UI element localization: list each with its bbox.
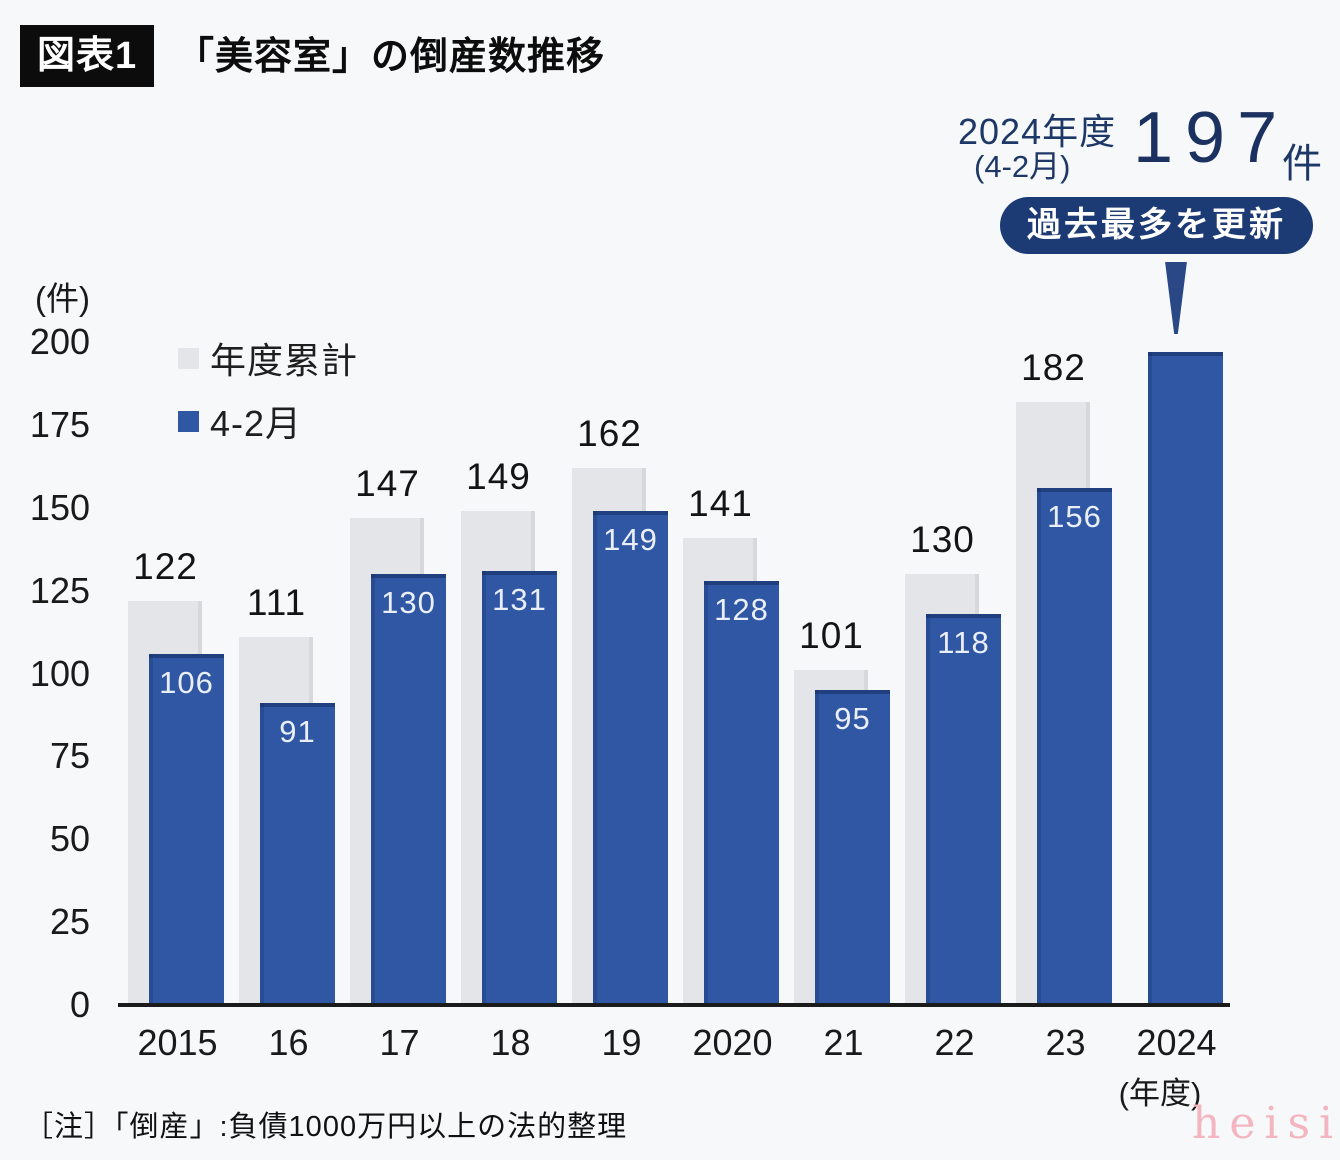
annotation-period-label: (4-2月) (974, 149, 1071, 184)
bar-group-16: 111 91 (233, 342, 344, 1005)
x-tick-label-23: 23 (1045, 1022, 1086, 1063)
bar-value-annual-2020: 141 (688, 482, 753, 524)
x-tick-label-16: 16 (268, 1022, 309, 1063)
x-tick-label-17: 17 (379, 1022, 420, 1063)
y-tick-label-75: 75 (49, 735, 90, 777)
y-tick-label-100: 100 (29, 652, 90, 694)
bar-group-2024 (1121, 342, 1232, 1005)
bar-value-april-feb-16: 91 (279, 714, 316, 750)
x-tick-label-19: 19 (601, 1022, 642, 1063)
legend-label-annual: 年度累計 (210, 340, 359, 381)
y-tick-label-125: 125 (29, 569, 90, 611)
x-tick-label-2024: 2024 (1136, 1022, 1217, 1063)
record-high-badge: 過去最多を更新 (1000, 197, 1313, 254)
annotation-unit: 件 (1282, 142, 1322, 186)
bar-april-feb-18 (482, 570, 557, 1005)
bar-group-18: 149 131 (455, 342, 566, 1005)
bar-value-annual-22: 130 (910, 519, 975, 561)
x-tick-label-2015: 2015 (137, 1022, 218, 1063)
bar-april-feb-21 (815, 690, 890, 1005)
figure-tag: 図表1 (20, 25, 155, 87)
bar-group-2015: 122 106 (122, 342, 233, 1005)
bar-april-feb-17 (371, 574, 446, 1005)
legend-swatch-annual (178, 347, 199, 369)
bar-value-april-feb-18: 131 (492, 581, 547, 617)
bar-value-annual-2015: 122 (133, 545, 198, 587)
bar-value-april-feb-19: 149 (603, 522, 658, 558)
x-tick-label-22: 22 (934, 1022, 975, 1063)
bar-value-april-feb-23: 156 (1047, 498, 1102, 534)
x-axis-baseline (118, 1003, 1230, 1007)
bar-group-2020: 141 128 (677, 342, 788, 1005)
x-axis: 2015 16 17 18 19 2020 21 22 23 2024 (122, 1022, 1232, 1066)
bar-group-21: 101 95 (788, 342, 899, 1005)
bar-value-april-feb-22: 118 (937, 624, 990, 660)
y-tick-label-150: 150 (29, 486, 90, 528)
bar-value-annual-16: 111 (246, 582, 307, 624)
figure-title: 「美容室」の倒産数推移 (176, 36, 606, 78)
bar-value-annual-17: 147 (355, 462, 420, 504)
bar-value-annual-18: 149 (466, 456, 531, 498)
bar-group-23: 182 156 (1010, 342, 1121, 1005)
y-tick-label-200: 200 (29, 321, 90, 362)
bar-april-feb-2024 (1148, 351, 1223, 1005)
bar-value-annual-19: 162 (577, 412, 642, 454)
bar-value-april-feb-21: 95 (834, 701, 871, 737)
footnote: ［注］「倒産」:負債1000万円以上の法的整理 (24, 1111, 628, 1143)
bar-value-april-feb-2020: 128 (714, 591, 769, 627)
legend-swatch-april-feb (178, 410, 199, 432)
x-tick-label-18: 18 (490, 1022, 531, 1063)
annotation-value: 197 (1133, 98, 1290, 178)
bar-group-19: 162 149 (566, 342, 677, 1005)
x-tick-label-21: 21 (823, 1022, 864, 1063)
y-tick-label-0: 0 (69, 984, 90, 1025)
y-axis-unit-label: (件) (35, 280, 90, 317)
bar-april-feb-2015 (149, 653, 224, 1005)
legend-item-april-feb: 4-2月 (178, 399, 302, 444)
x-tick-label-2020: 2020 (692, 1022, 773, 1063)
y-tick-label-50: 50 (49, 818, 90, 860)
bar-april-feb-2020 (704, 580, 779, 1005)
legend-label-april-feb: 4-2月 (210, 403, 303, 444)
bar-value-annual-21: 101 (799, 615, 864, 657)
annotation-year-label: 2024年度 (958, 111, 1117, 152)
plot-area: 122 106 111 91 147 130 149 131 162 149 141 128 101 95… (122, 342, 1232, 1005)
watermark: heisi (1192, 1098, 1340, 1149)
bar-april-feb-22 (926, 613, 1001, 1005)
bar-april-feb-23 (1037, 487, 1112, 1005)
bar-value-april-feb-2015: 106 (159, 664, 214, 700)
bar-value-annual-23: 182 (1021, 346, 1086, 388)
x-axis-unit-label: (年度) (1118, 1076, 1202, 1111)
legend-item-annual: 年度累計 (178, 336, 358, 381)
y-tick-label-175: 175 (29, 403, 90, 445)
badge-pointer-arrow-icon (1165, 262, 1187, 334)
y-tick-label-25: 25 (49, 901, 90, 943)
bar-group-22: 130 118 (899, 342, 1010, 1005)
bar-april-feb-19 (593, 511, 668, 1005)
bar-group-17: 147 130 (344, 342, 455, 1005)
bar-value-april-feb-17: 130 (381, 585, 436, 621)
bar-april-feb-16 (260, 703, 335, 1005)
